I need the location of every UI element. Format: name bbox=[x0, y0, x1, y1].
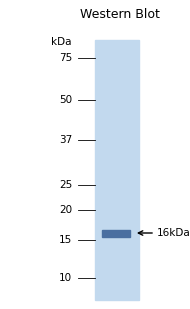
Text: 16kDa: 16kDa bbox=[157, 228, 190, 238]
Bar bbox=[102, 230, 130, 236]
Text: kDa: kDa bbox=[51, 37, 72, 47]
Text: 50: 50 bbox=[59, 95, 72, 105]
Text: 75: 75 bbox=[59, 53, 72, 63]
Text: 10: 10 bbox=[59, 273, 72, 283]
Text: 37: 37 bbox=[59, 135, 72, 145]
Text: 20: 20 bbox=[59, 205, 72, 215]
Text: 25: 25 bbox=[59, 180, 72, 190]
Text: 15: 15 bbox=[59, 235, 72, 245]
Bar bbox=[95, 40, 139, 300]
Text: Western Blot: Western Blot bbox=[80, 7, 160, 20]
